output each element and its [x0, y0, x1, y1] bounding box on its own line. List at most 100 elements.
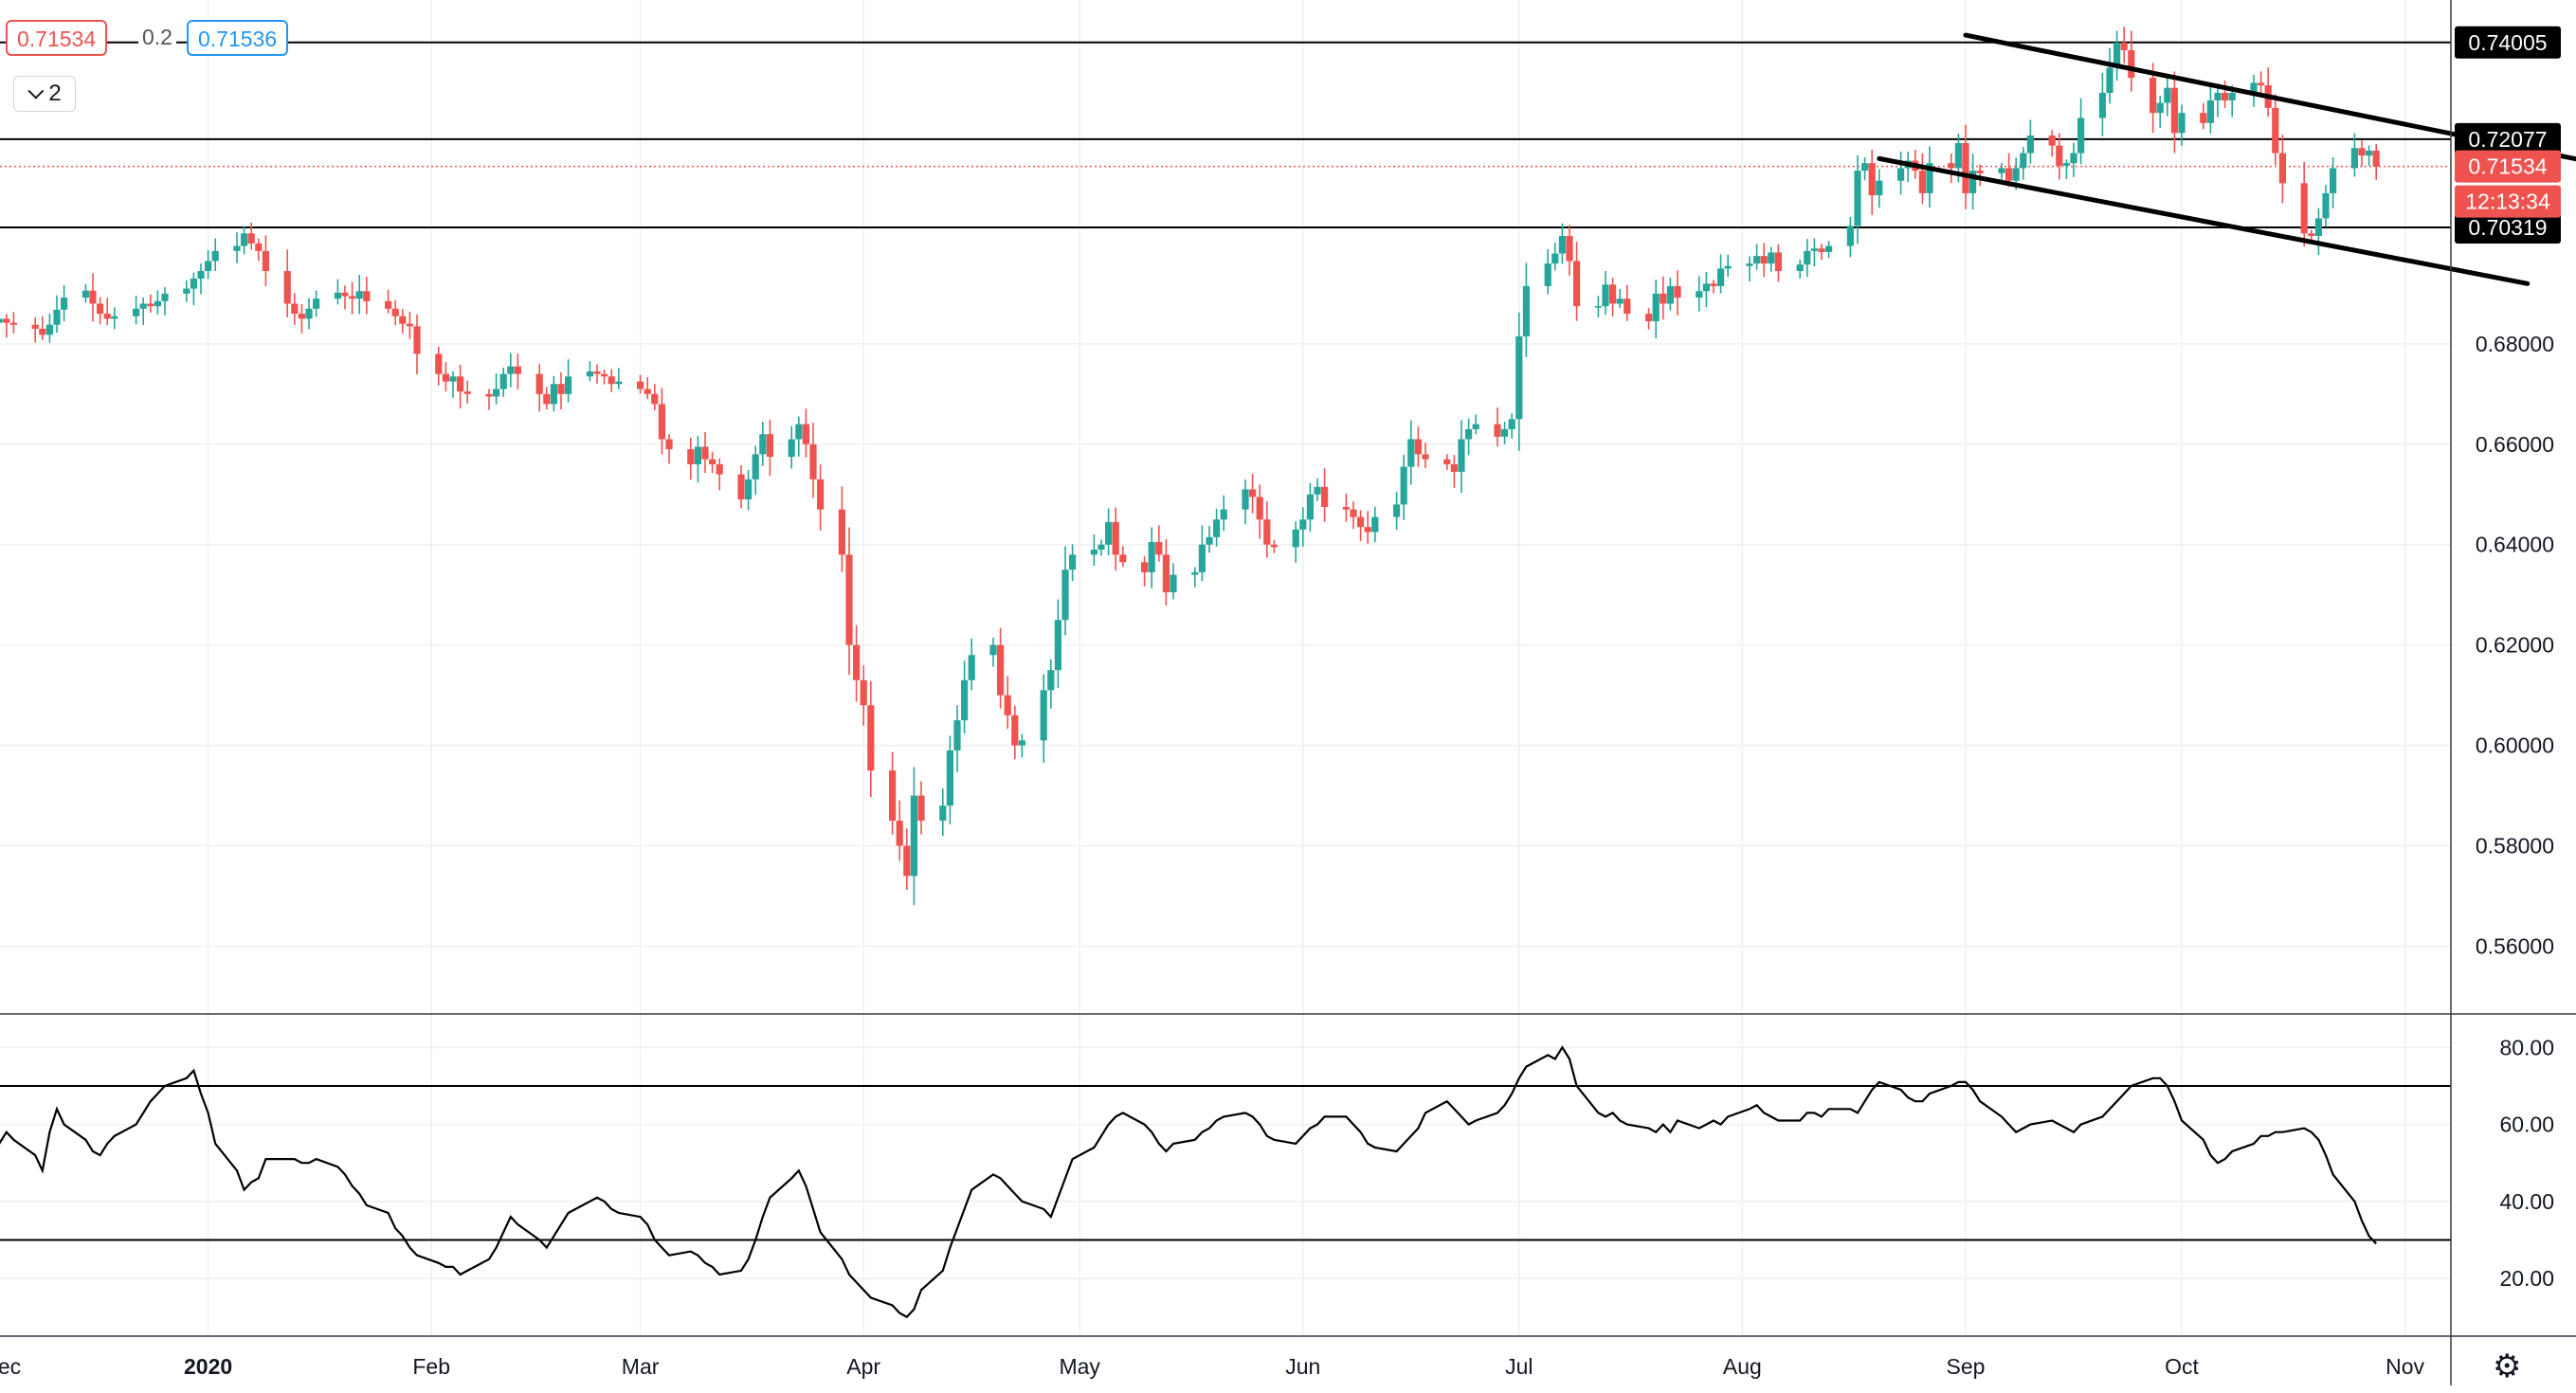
candle-body	[1717, 268, 1725, 286]
candle-body	[89, 290, 97, 304]
candle-body	[1299, 519, 1307, 530]
candle-body	[557, 384, 565, 394]
candle-body	[1522, 285, 1530, 336]
bid-price-box[interactable]: 0.71534	[6, 20, 108, 56]
candle-body	[1566, 235, 1573, 262]
gear-icon[interactable]: ⚙	[2493, 1348, 2522, 1384]
candle-body	[1768, 252, 1775, 264]
time-axis-label: Apr	[846, 1354, 880, 1379]
candle-body	[2170, 87, 2178, 134]
candle-body	[788, 439, 795, 458]
candle-body	[1609, 284, 1617, 304]
candle-body	[1810, 248, 1818, 251]
candle-body	[2358, 148, 2366, 156]
candle-body	[896, 821, 903, 846]
candle-body	[103, 314, 111, 319]
candle-body	[961, 679, 969, 721]
candle-body	[493, 389, 500, 397]
candle-body	[593, 371, 601, 374]
candle-body	[1501, 428, 1509, 437]
candle-body	[1753, 256, 1761, 264]
candle-body	[766, 434, 773, 458]
candle-body	[449, 376, 457, 382]
candle-body	[2164, 87, 2171, 103]
rsi-tick-label: 20.00	[2499, 1266, 2554, 1291]
candle-body	[953, 720, 961, 751]
candle-body	[1652, 293, 1660, 322]
candle-body	[334, 292, 341, 299]
candle-body	[2106, 67, 2113, 93]
level-price-label-bg	[2455, 26, 2561, 59]
candle-body	[1774, 252, 1782, 272]
candle-body	[809, 443, 817, 479]
candle-body	[1249, 489, 1257, 498]
candle-body	[442, 373, 449, 382]
candle-body	[2278, 153, 2286, 184]
candle-body	[694, 446, 701, 464]
candle-body	[1393, 504, 1401, 517]
candle-body	[2048, 136, 2056, 146]
candle-body	[665, 439, 673, 450]
candle-body	[205, 261, 212, 272]
candle-body	[2272, 107, 2279, 154]
time-axis-label: 2020	[184, 1354, 232, 1379]
rsi-tick-label: 80.00	[2499, 1035, 2554, 1059]
candle-body	[658, 404, 665, 440]
candle-body	[2308, 233, 2315, 236]
candle-body	[139, 303, 147, 309]
candle-body	[1170, 574, 1177, 593]
candle-body	[2330, 168, 2337, 193]
candle-body	[1573, 261, 1581, 307]
candle-body	[637, 381, 644, 389]
candle-body	[1897, 168, 1905, 181]
candle-body	[1472, 424, 1479, 429]
candle-body	[1645, 314, 1653, 322]
candles	[0, 27, 2380, 905]
spread-value: 0.2	[138, 20, 176, 56]
candle-body	[1515, 335, 1523, 420]
candle-body	[1602, 284, 1609, 307]
candle-body	[1724, 265, 1732, 269]
candle-body	[1696, 291, 1703, 298]
candle-body	[1494, 424, 1501, 437]
time-axis-label: Oct	[2165, 1354, 2199, 1379]
candle-body	[2178, 113, 2186, 134]
candle-body	[889, 770, 897, 822]
candle-body	[737, 474, 745, 500]
indicators-collapse-button[interactable]: 2	[13, 76, 76, 112]
time-axis-label: Feb	[412, 1354, 450, 1379]
candle-body	[903, 845, 911, 877]
price-tick-label: 0.56000	[2476, 933, 2554, 958]
candle-body	[1047, 670, 1055, 691]
ask-price-box[interactable]: 0.71536	[187, 20, 289, 56]
candle-body	[1465, 428, 1473, 440]
candle-body	[1746, 263, 1753, 266]
candle-body	[241, 233, 248, 246]
candle-body	[2150, 78, 2157, 114]
candle-body	[1868, 163, 1876, 196]
candle-body	[2098, 92, 2106, 118]
candle-body	[1854, 171, 1861, 226]
candle-body	[1018, 740, 1025, 746]
candle-body	[1804, 250, 1811, 265]
candle-body	[255, 243, 263, 251]
candle-body	[1674, 285, 1681, 298]
candle-body	[31, 324, 39, 329]
candle-body	[1458, 439, 1465, 472]
candle-body	[795, 424, 803, 440]
candle-body	[1414, 439, 1422, 455]
candle-body	[2200, 113, 2207, 123]
candle-body	[2005, 168, 2013, 181]
price-labels: 0.74005 0.72077 0.70319 0.71534 12:13:34	[2455, 26, 2561, 244]
candle-body	[1371, 516, 1379, 533]
candle-body	[910, 795, 917, 877]
candle-body	[457, 376, 464, 392]
candle-body	[853, 644, 861, 680]
candle-body	[1846, 226, 1854, 246]
candle-body	[2300, 183, 2308, 234]
level-price-label: 0.70319	[2468, 215, 2547, 240]
candle-body	[1069, 554, 1077, 570]
bar-countdown-label: 12:13:34	[2465, 190, 2550, 214]
level-price-label-bg	[2455, 122, 2561, 155]
